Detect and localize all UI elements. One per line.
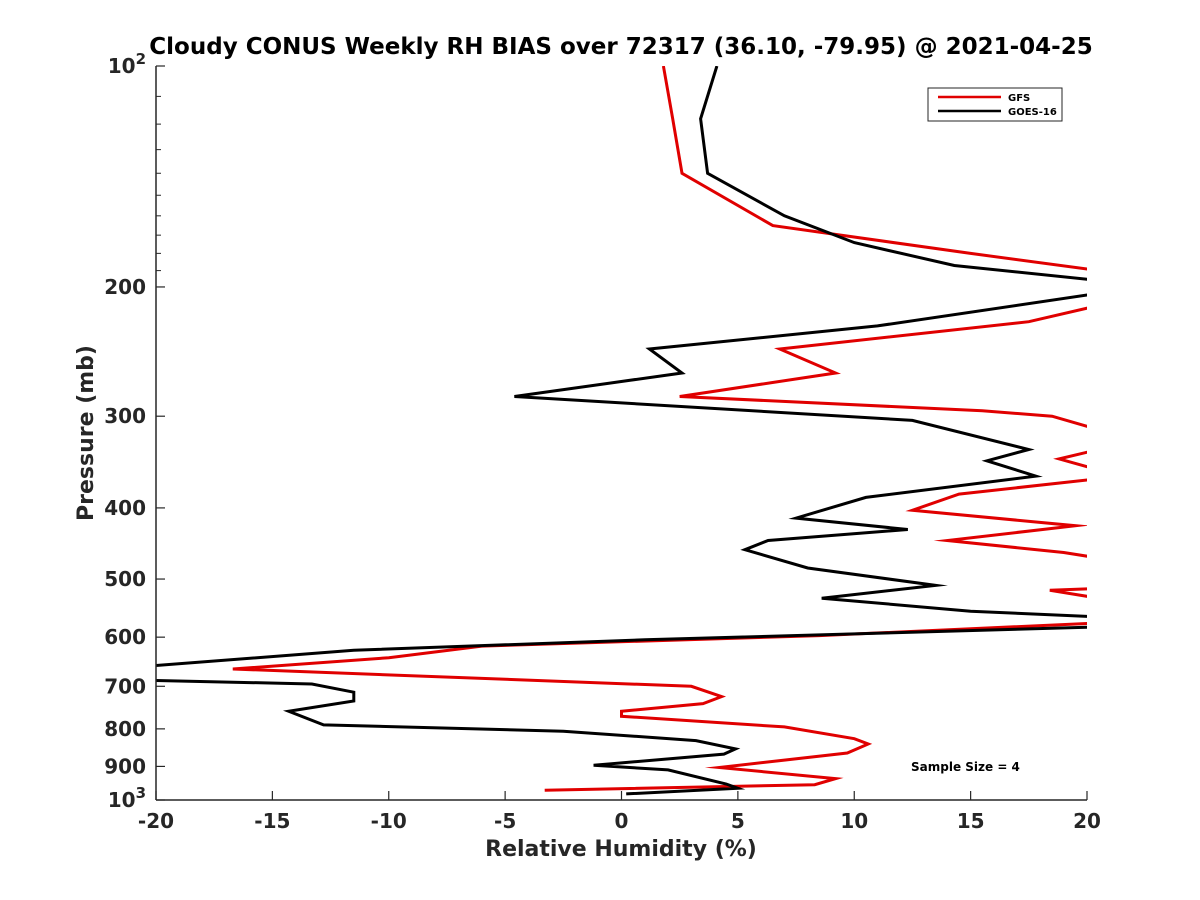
legend-label-gfs: GFS xyxy=(1008,93,1030,104)
legend-label-goes16: GOES-16 xyxy=(1008,107,1057,118)
x-tick-label: 10 xyxy=(840,809,868,833)
x-tick-label: -5 xyxy=(494,809,516,833)
x-tick-label: 0 xyxy=(615,809,629,833)
sample-size-annotation: Sample Size = 4 xyxy=(911,760,1020,774)
y-tick-label: 102 xyxy=(108,50,146,78)
y-tick-label: 200 xyxy=(104,275,146,299)
y-tick-label: 600 xyxy=(104,625,146,649)
axes xyxy=(155,66,1087,801)
x-tick-label: -20 xyxy=(138,809,174,833)
y-tick-label: 300 xyxy=(104,404,146,428)
y-tick-label: 400 xyxy=(104,496,146,520)
x-axis-label: Relative Humidity (%) xyxy=(485,837,757,862)
series-line-goes16 xyxy=(156,66,1087,796)
series-line-gfs xyxy=(232,66,1087,792)
x-tick-label: -10 xyxy=(371,809,407,833)
chart-title: Cloudy CONUS Weekly RH BIAS over 72317 (… xyxy=(149,34,1092,60)
y-axis-label: Pressure (mb) xyxy=(74,345,99,521)
x-tick-label: -15 xyxy=(254,809,290,833)
y-tick-label: 900 xyxy=(104,754,146,778)
x-tick-label: 20 xyxy=(1073,809,1101,833)
y-tick-label: 500 xyxy=(104,567,146,591)
y-tick-label: 800 xyxy=(104,717,146,741)
y-ticks: 102 200 300 400 500 600 700 800 900 103 xyxy=(104,50,165,812)
legend-box xyxy=(927,87,1063,122)
legend: GFS GOES-16 xyxy=(927,87,1063,122)
series-layer xyxy=(156,66,1087,796)
x-tick-label: 5 xyxy=(731,809,745,833)
x-tick-label: 15 xyxy=(957,809,985,833)
y-tick-label: 103 xyxy=(108,784,146,812)
y-tick-label: 700 xyxy=(104,674,146,698)
x-ticks: -20 -15 -10 -5 0 5 10 15 20 xyxy=(138,791,1101,833)
